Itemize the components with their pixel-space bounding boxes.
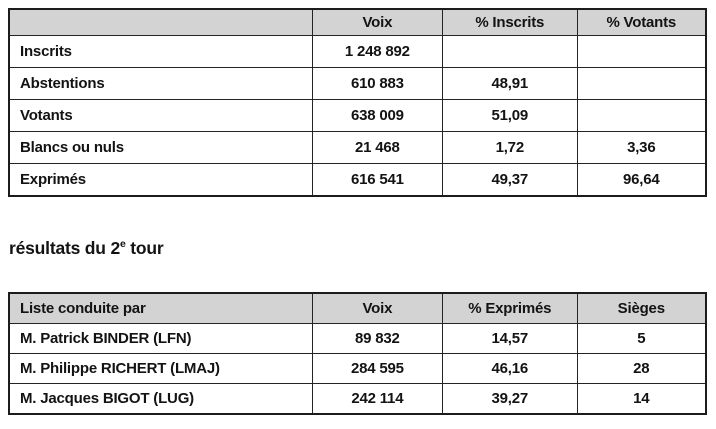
- table-row-votants: Votants 638 009 51,09: [8, 99, 707, 132]
- cell-pct-inscrits: 1,72: [442, 131, 578, 164]
- table-row-richert: M. Philippe RICHERT (LMAJ) 284 595 46,16…: [8, 353, 707, 384]
- candidate-name: M. Philippe RICHERT (LMAJ): [8, 353, 313, 384]
- row-label: Votants: [8, 99, 313, 132]
- table-row-binder: M. Patrick BINDER (LFN) 89 832 14,57 5: [8, 323, 707, 354]
- document-page: Voix % Inscrits % Votants Inscrits 1 248…: [8, 8, 708, 415]
- cell-voix: 89 832: [311, 323, 444, 354]
- results-header-pct-exprimes: % Exprimés: [442, 292, 578, 324]
- summary-header-row: Voix % Inscrits % Votants: [8, 8, 707, 36]
- row-label: Abstentions: [8, 67, 313, 100]
- summary-header-empty: [8, 8, 313, 36]
- heading-text-suffix: tour: [125, 238, 164, 258]
- candidate-name: M. Patrick BINDER (LFN): [8, 323, 313, 354]
- section-heading-second-round: résultats du 2e tour: [9, 238, 708, 259]
- table-row-bigot: M. Jacques BIGOT (LUG) 242 114 39,27 14: [8, 383, 707, 415]
- cell-pct-inscrits: 48,91: [442, 67, 578, 100]
- results-header-sieges: Sièges: [576, 292, 707, 324]
- cell-pct-inscrits: 51,09: [442, 99, 578, 132]
- cell-sieges: 5: [576, 323, 707, 354]
- cell-voix: 1 248 892: [311, 35, 444, 68]
- table-row-inscrits: Inscrits 1 248 892: [8, 35, 707, 68]
- cell-pct-inscrits: [442, 35, 578, 68]
- cell-voix: 610 883: [311, 67, 444, 100]
- candidate-name: M. Jacques BIGOT (LUG): [8, 383, 313, 415]
- cell-voix: 242 114: [311, 383, 444, 415]
- table-row-abstentions: Abstentions 610 883 48,91: [8, 67, 707, 100]
- cell-pct-votants: 3,36: [576, 131, 707, 164]
- second-round-results-table: Liste conduite par Voix % Exprimés Siège…: [8, 292, 707, 415]
- heading-text: résultats du 2: [9, 238, 120, 258]
- summary-header-pct-votants: % Votants: [576, 8, 707, 36]
- heading-superscript: e: [119, 238, 126, 251]
- cell-pct-votants: 96,64: [576, 163, 707, 197]
- row-label: Blancs ou nuls: [8, 131, 313, 164]
- cell-pct-votants: [576, 35, 707, 68]
- cell-pct-votants: [576, 67, 707, 100]
- summary-header-pct-inscrits: % Inscrits: [442, 8, 578, 36]
- cell-pct-votants: [576, 99, 707, 132]
- results-header-voix: Voix: [311, 292, 444, 324]
- cell-voix: 284 595: [311, 353, 444, 384]
- cell-voix: 638 009: [311, 99, 444, 132]
- cell-voix: 616 541: [311, 163, 444, 197]
- participation-summary-table: Voix % Inscrits % Votants Inscrits 1 248…: [8, 8, 707, 197]
- results-header-row: Liste conduite par Voix % Exprimés Siège…: [8, 292, 707, 324]
- results-header-liste: Liste conduite par: [8, 292, 313, 324]
- cell-pct-exprimes: 39,27: [442, 383, 578, 415]
- table-row-blancs-ou-nuls: Blancs ou nuls 21 468 1,72 3,36: [8, 131, 707, 164]
- row-label: Inscrits: [8, 35, 313, 68]
- row-label: Exprimés: [8, 163, 313, 197]
- table-row-exprimes: Exprimés 616 541 49,37 96,64: [8, 163, 707, 197]
- cell-pct-inscrits: 49,37: [442, 163, 578, 197]
- cell-pct-exprimes: 46,16: [442, 353, 578, 384]
- cell-voix: 21 468: [311, 131, 444, 164]
- cell-sieges: 14: [576, 383, 707, 415]
- cell-pct-exprimes: 14,57: [442, 323, 578, 354]
- cell-sieges: 28: [576, 353, 707, 384]
- summary-header-voix: Voix: [311, 8, 444, 36]
